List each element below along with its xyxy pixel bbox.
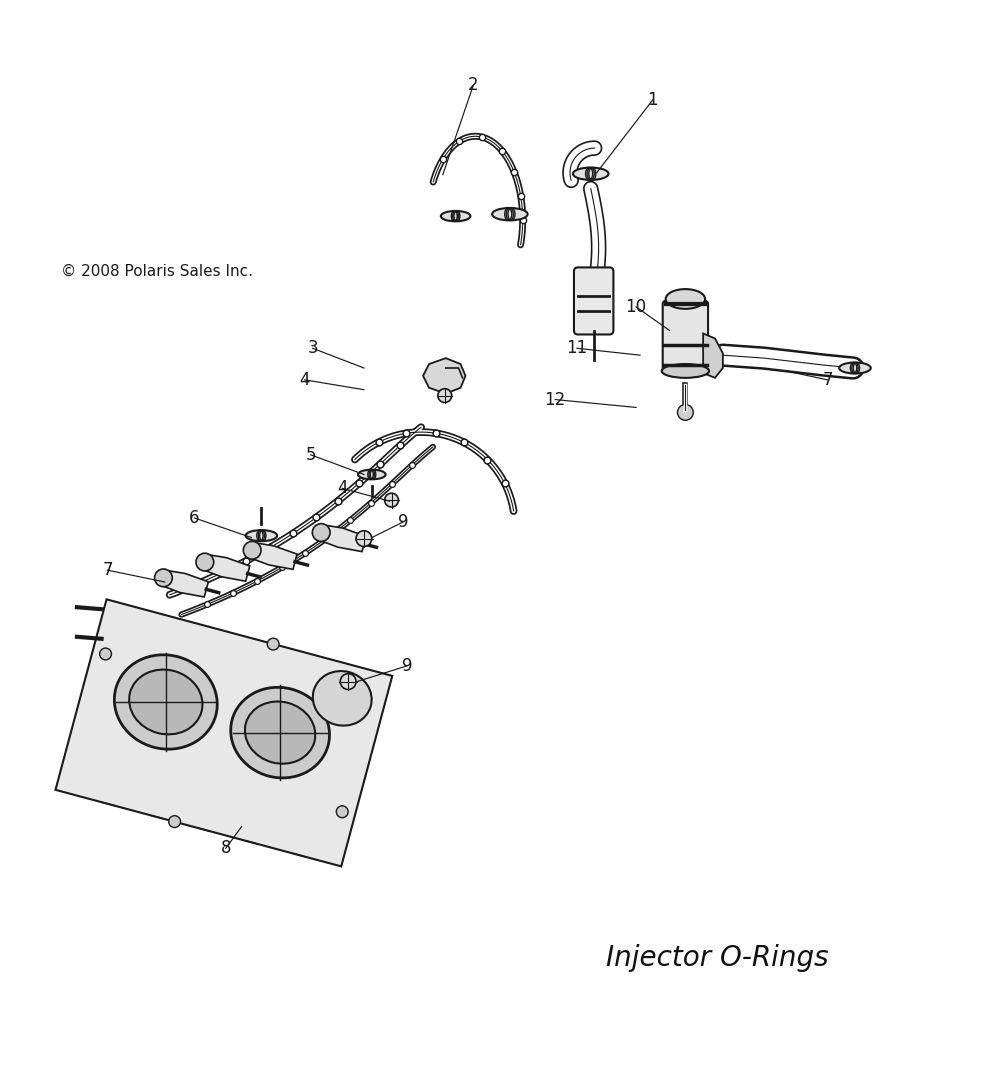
Circle shape <box>169 816 180 828</box>
Circle shape <box>385 493 398 507</box>
Text: 1: 1 <box>648 91 658 109</box>
Ellipse shape <box>129 670 202 734</box>
Polygon shape <box>319 525 366 552</box>
Ellipse shape <box>839 362 871 373</box>
Text: 3: 3 <box>307 339 318 357</box>
Ellipse shape <box>246 530 277 541</box>
Text: © 2008 Polaris Sales Inc.: © 2008 Polaris Sales Inc. <box>61 264 253 279</box>
Text: Injector O-Rings: Injector O-Rings <box>606 944 828 972</box>
Ellipse shape <box>492 208 528 220</box>
Polygon shape <box>203 554 250 582</box>
Text: 4: 4 <box>337 479 347 497</box>
Text: 5: 5 <box>305 446 316 464</box>
Circle shape <box>267 638 279 650</box>
Circle shape <box>677 405 693 420</box>
Ellipse shape <box>666 289 705 309</box>
Ellipse shape <box>662 364 709 377</box>
Circle shape <box>356 530 372 547</box>
Text: 9: 9 <box>402 657 413 675</box>
Circle shape <box>155 570 172 587</box>
Ellipse shape <box>358 469 386 479</box>
FancyBboxPatch shape <box>574 267 613 335</box>
Polygon shape <box>161 571 208 597</box>
Polygon shape <box>423 358 465 394</box>
Ellipse shape <box>245 702 315 764</box>
Circle shape <box>100 648 111 660</box>
Circle shape <box>196 553 214 571</box>
Polygon shape <box>55 599 392 866</box>
Circle shape <box>336 806 348 817</box>
Text: 8: 8 <box>221 839 231 858</box>
Text: 7: 7 <box>102 561 113 579</box>
Text: 2: 2 <box>468 76 479 94</box>
Circle shape <box>312 524 330 541</box>
Text: 12: 12 <box>545 391 566 408</box>
Text: 7: 7 <box>822 371 833 388</box>
Ellipse shape <box>313 671 372 726</box>
Text: 10: 10 <box>626 298 647 316</box>
Circle shape <box>438 388 452 403</box>
Circle shape <box>243 541 261 559</box>
FancyBboxPatch shape <box>663 301 708 371</box>
Ellipse shape <box>441 211 470 221</box>
Ellipse shape <box>573 168 608 180</box>
Text: 4: 4 <box>300 371 310 388</box>
Polygon shape <box>703 334 723 377</box>
Text: 11: 11 <box>566 339 588 357</box>
Ellipse shape <box>114 655 217 750</box>
Text: 9: 9 <box>398 513 409 531</box>
Circle shape <box>340 674 356 690</box>
Text: 6: 6 <box>189 508 200 527</box>
Polygon shape <box>250 542 297 570</box>
Ellipse shape <box>231 687 330 778</box>
